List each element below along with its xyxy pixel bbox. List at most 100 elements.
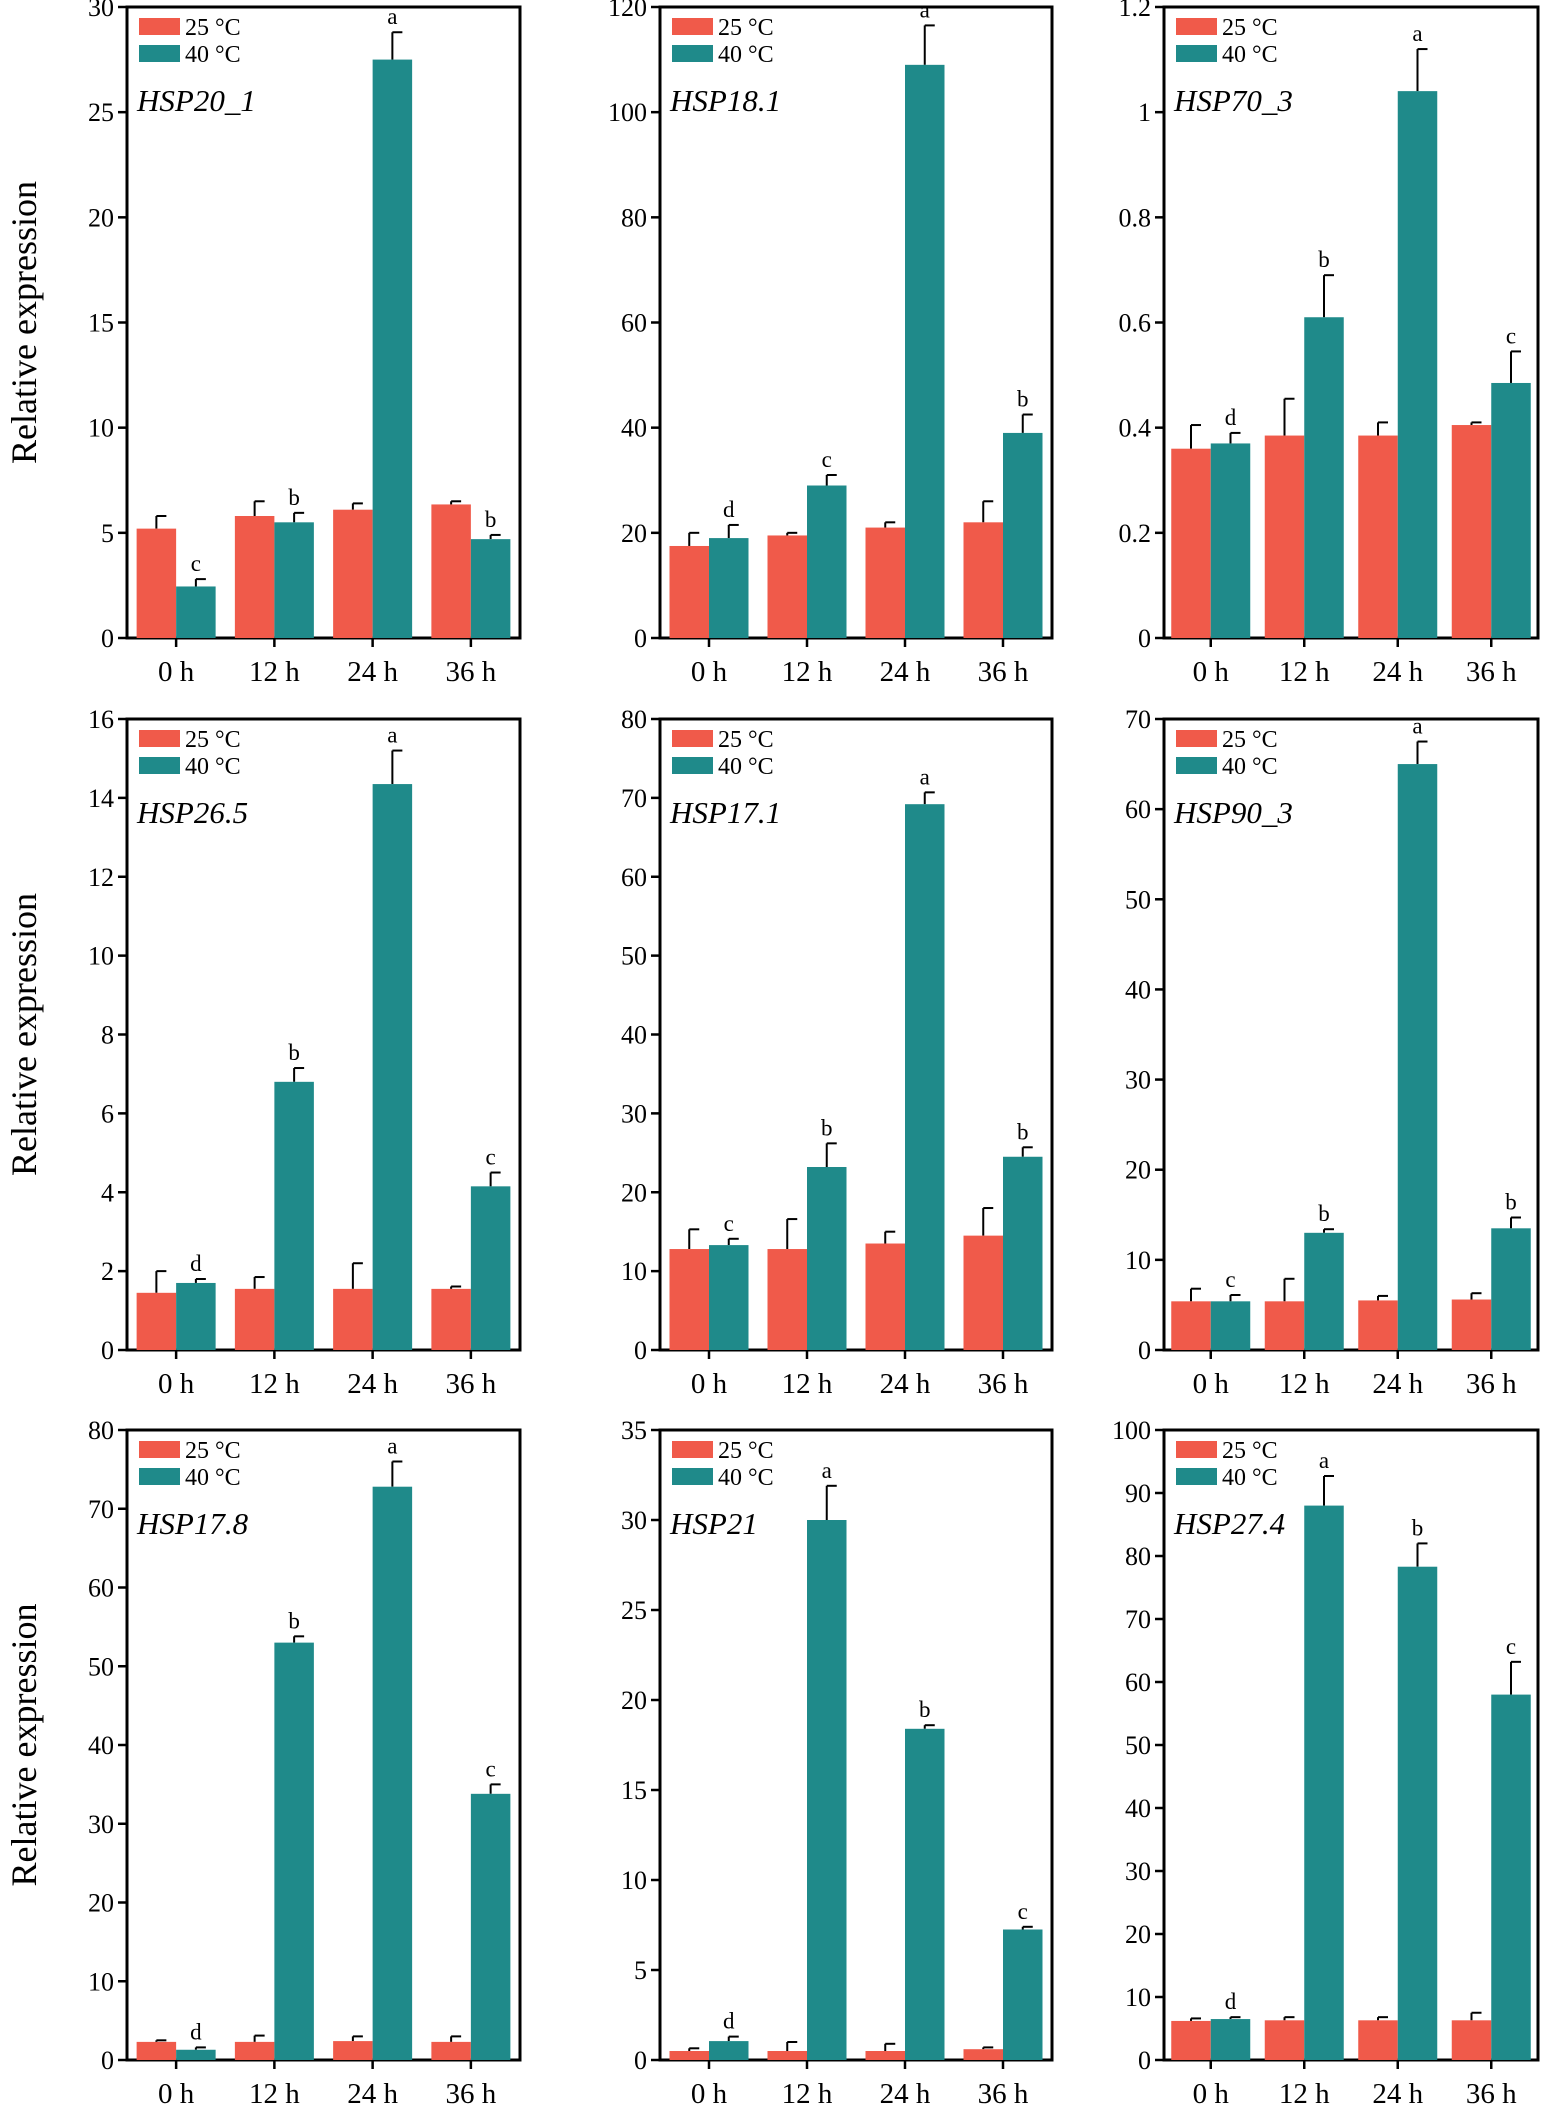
- y-tick-label: 15: [621, 1776, 647, 1805]
- bar-40c: [709, 538, 749, 638]
- y-tick-label: 10: [621, 1866, 647, 1895]
- x-tick-label: 24 h: [347, 2078, 398, 2110]
- legend-swatch-25c: [672, 1441, 713, 1458]
- x-tick-label: 36 h: [446, 2078, 497, 2110]
- y-tick-label: 50: [621, 942, 647, 971]
- y-tick-label: 70: [88, 1495, 114, 1524]
- y-tick-label: 0: [101, 2046, 114, 2075]
- gene-label: HSP21: [669, 1506, 758, 1541]
- significance-letter: a: [1412, 21, 1422, 46]
- x-tick-label: 0 h: [691, 2078, 728, 2110]
- bar-40c: [1003, 432, 1043, 638]
- y-tick-label: 0: [634, 1336, 647, 1365]
- legend-label: 25 °C: [1222, 727, 1278, 753]
- y-tick-label: 16: [88, 705, 114, 734]
- y-tick-label: 1: [1138, 98, 1151, 127]
- bar-40c: [1304, 1232, 1344, 1350]
- significance-letter: b: [1412, 1515, 1424, 1540]
- chart-panel-hsp27-4: 0 10 20 30 40 50 60 70 80 90 100 0 h d 12 h a 24 h b 36 h…: [1112, 1416, 1540, 2110]
- bar-25c: [136, 528, 177, 638]
- y-tick-label: 8: [101, 1021, 114, 1050]
- x-tick-label: 36 h: [978, 656, 1029, 688]
- significance-letter: d: [1225, 405, 1237, 430]
- legend-label: 25 °C: [185, 15, 241, 41]
- x-tick-label: 12 h: [1279, 656, 1330, 688]
- y-tick-label: 10: [88, 1967, 114, 1996]
- significance-letter: a: [387, 4, 397, 29]
- bar-25c: [1264, 1301, 1305, 1350]
- significance-letter: d: [190, 1251, 202, 1276]
- significance-letter: d: [1225, 1989, 1237, 2014]
- chart-panel-hsp18-1: 0 20 40 60 80 100 120 0 h d 12 h c 24 h a 36 h b 25 °C4…: [608, 0, 1054, 688]
- y-tick-label: 20: [621, 1686, 647, 1715]
- gene-label: HSP17.1: [669, 795, 781, 830]
- bar-25c: [1264, 2020, 1305, 2060]
- y-tick-label: 10: [1125, 1983, 1151, 2012]
- y-tick-label: 25: [88, 98, 114, 127]
- bar-25c: [767, 2051, 807, 2060]
- legend-swatch-40c: [139, 757, 180, 774]
- significance-letter: b: [1318, 247, 1330, 272]
- significance-letter: a: [920, 764, 930, 789]
- y-tick-label: 70: [1125, 705, 1151, 734]
- x-tick-label: 12 h: [782, 1368, 833, 1400]
- legend-swatch-25c: [139, 730, 180, 747]
- legend-swatch-25c: [1176, 18, 1217, 35]
- y-tick-label: 0.4: [1119, 414, 1152, 443]
- legend-label: 25 °C: [718, 1438, 774, 1464]
- gene-label: HSP27.4: [1173, 1506, 1285, 1541]
- y-tick-label: 0: [1138, 624, 1151, 653]
- bar-25c: [431, 504, 471, 638]
- y-tick-label: 80: [621, 203, 647, 232]
- legend-swatch-40c: [139, 1468, 180, 1485]
- significance-letter: b: [919, 1697, 931, 1722]
- significance-letter: a: [920, 0, 930, 22]
- significance-letter: d: [723, 2009, 735, 2034]
- x-tick-label: 36 h: [978, 2078, 1029, 2110]
- y-tick-label: 70: [621, 784, 647, 813]
- y-tick-label: 60: [621, 863, 647, 892]
- legend-label: 40 °C: [185, 1465, 241, 1491]
- significance-letter: b: [1318, 1201, 1330, 1226]
- significance-letter: c: [822, 447, 832, 472]
- y-tick-label: 40: [1125, 975, 1151, 1004]
- y-tick-label: 0: [634, 2046, 647, 2075]
- legend-label: 25 °C: [185, 1438, 241, 1464]
- chart-panel-hsp20-1: 0 5 10 15 20 25 30 0 h c 12 h b 24 h a 36 h b 25 °C40 °…: [4, 0, 522, 688]
- x-tick-label: 12 h: [1279, 2078, 1330, 2110]
- bar-40c: [1210, 1301, 1251, 1350]
- legend-label: 25 °C: [185, 727, 241, 753]
- significance-letter: c: [1018, 1899, 1028, 1924]
- legend-label: 40 °C: [1222, 754, 1278, 780]
- y-tick-label: 50: [1125, 1731, 1151, 1760]
- y-tick-label: 20: [621, 519, 647, 548]
- legend-swatch-40c: [672, 757, 713, 774]
- legend-swatch-25c: [1176, 730, 1217, 747]
- chart-panel-hsp17-1: 0 10 20 30 40 50 60 70 80 0 h c 12 h b 24 h a 36 h b 25 °…: [621, 705, 1054, 1400]
- y-tick-label: 0.2: [1119, 519, 1152, 548]
- legend-label: 40 °C: [1222, 42, 1278, 68]
- y-tick-label: 10: [1125, 1246, 1151, 1275]
- legend-swatch-40c: [672, 1468, 713, 1485]
- gene-label: HSP70_3: [1173, 83, 1293, 118]
- y-tick-label: 60: [621, 309, 647, 338]
- significance-letter: a: [822, 1458, 832, 1483]
- significance-letter: b: [288, 1040, 300, 1065]
- x-tick-label: 24 h: [1372, 656, 1423, 688]
- bar-25c: [431, 2041, 471, 2060]
- y-tick-label: 60: [1125, 795, 1151, 824]
- bar-40c: [372, 784, 413, 1350]
- significance-letter: b: [485, 507, 497, 532]
- legend-label: 40 °C: [1222, 1465, 1278, 1491]
- bar-40c: [905, 804, 945, 1350]
- legend-swatch-25c: [1176, 1441, 1217, 1458]
- legend-swatch-25c: [139, 1441, 180, 1458]
- x-tick-label: 36 h: [1466, 1368, 1517, 1400]
- bar-40c: [1210, 2019, 1251, 2060]
- bar-40c: [274, 1642, 314, 2060]
- y-tick-label: 80: [88, 1416, 114, 1445]
- bar-40c: [372, 1486, 413, 2060]
- significance-letter: b: [288, 1608, 300, 1633]
- y-tick-label: 35: [621, 1416, 647, 1445]
